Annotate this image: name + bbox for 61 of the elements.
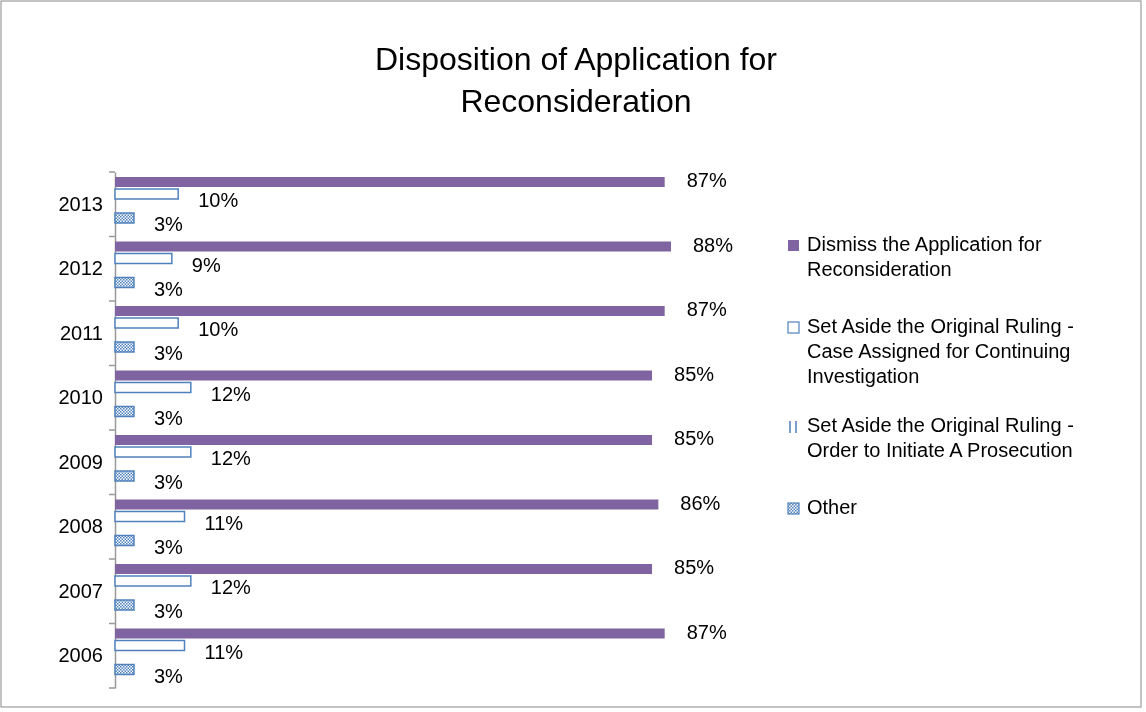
bar [114, 341, 135, 353]
legend-label: Dismiss the Application for Reconsideration [807, 233, 1042, 281]
bar [114, 575, 192, 587]
bar [114, 212, 135, 224]
bar [114, 510, 186, 523]
legend-label: Set Aside the Original Ruling - Case Assigned for Continuing Investigation [807, 315, 1074, 388]
legend-label: Other [807, 496, 858, 519]
bar [115, 241, 671, 252]
bar [115, 306, 665, 316]
data-label: 10% [198, 189, 239, 212]
y-tick-label: 2009 [58, 450, 103, 473]
data-label: 87% [686, 298, 727, 321]
data-label: 3% [153, 535, 184, 558]
bar [114, 252, 173, 265]
data-label: 12% [210, 447, 252, 470]
y-tick-label: 2008 [58, 515, 103, 538]
bar [114, 639, 186, 652]
bar [115, 177, 665, 187]
data-label: 3% [153, 664, 184, 687]
data-label: 85% [674, 556, 715, 579]
bar [114, 470, 135, 482]
chart-title: Disposition of Application for Reconsideration [375, 41, 778, 119]
data-label: 87% [686, 620, 727, 643]
data-label: 87% [686, 169, 727, 192]
y-tick-label: 2013 [58, 192, 103, 215]
y-tick-label: 2006 [58, 644, 103, 667]
bar [114, 534, 135, 547]
bar [115, 628, 665, 639]
y-tick-label: 2012 [58, 257, 103, 280]
bar [114, 188, 179, 200]
data-label: 3% [153, 277, 184, 300]
y-tick-label: 2010 [58, 386, 103, 409]
data-label: 86% [680, 491, 721, 514]
bar [115, 370, 653, 381]
data-label: 3% [153, 471, 184, 494]
data-label: 3% [153, 406, 184, 429]
bar [114, 446, 192, 458]
bar [115, 499, 659, 510]
data-label: 9% [191, 253, 221, 276]
data-label: 88% [693, 233, 734, 256]
legend-label: Set Aside the Original Ruling - Order to Initiate A Prosecution [807, 414, 1074, 462]
bar [114, 599, 135, 611]
data-label: 11% [204, 640, 244, 663]
data-label: 11% [204, 511, 244, 534]
data-label: 12% [210, 576, 252, 599]
bar [115, 435, 653, 445]
data-label: 12% [210, 382, 252, 405]
y-tick-label: 2007 [58, 579, 103, 602]
data-label: 85% [674, 427, 715, 450]
bar [114, 663, 135, 676]
bar [114, 276, 135, 289]
bar [114, 317, 179, 329]
data-label: 3% [153, 600, 184, 623]
bar [114, 381, 192, 394]
data-label: 85% [674, 362, 715, 385]
data-label: 3% [153, 213, 184, 236]
bar [115, 564, 653, 574]
bar [114, 405, 135, 418]
data-label: 3% [153, 342, 184, 365]
y-tick-label: 2011 [59, 321, 103, 344]
data-label: 10% [198, 318, 239, 341]
